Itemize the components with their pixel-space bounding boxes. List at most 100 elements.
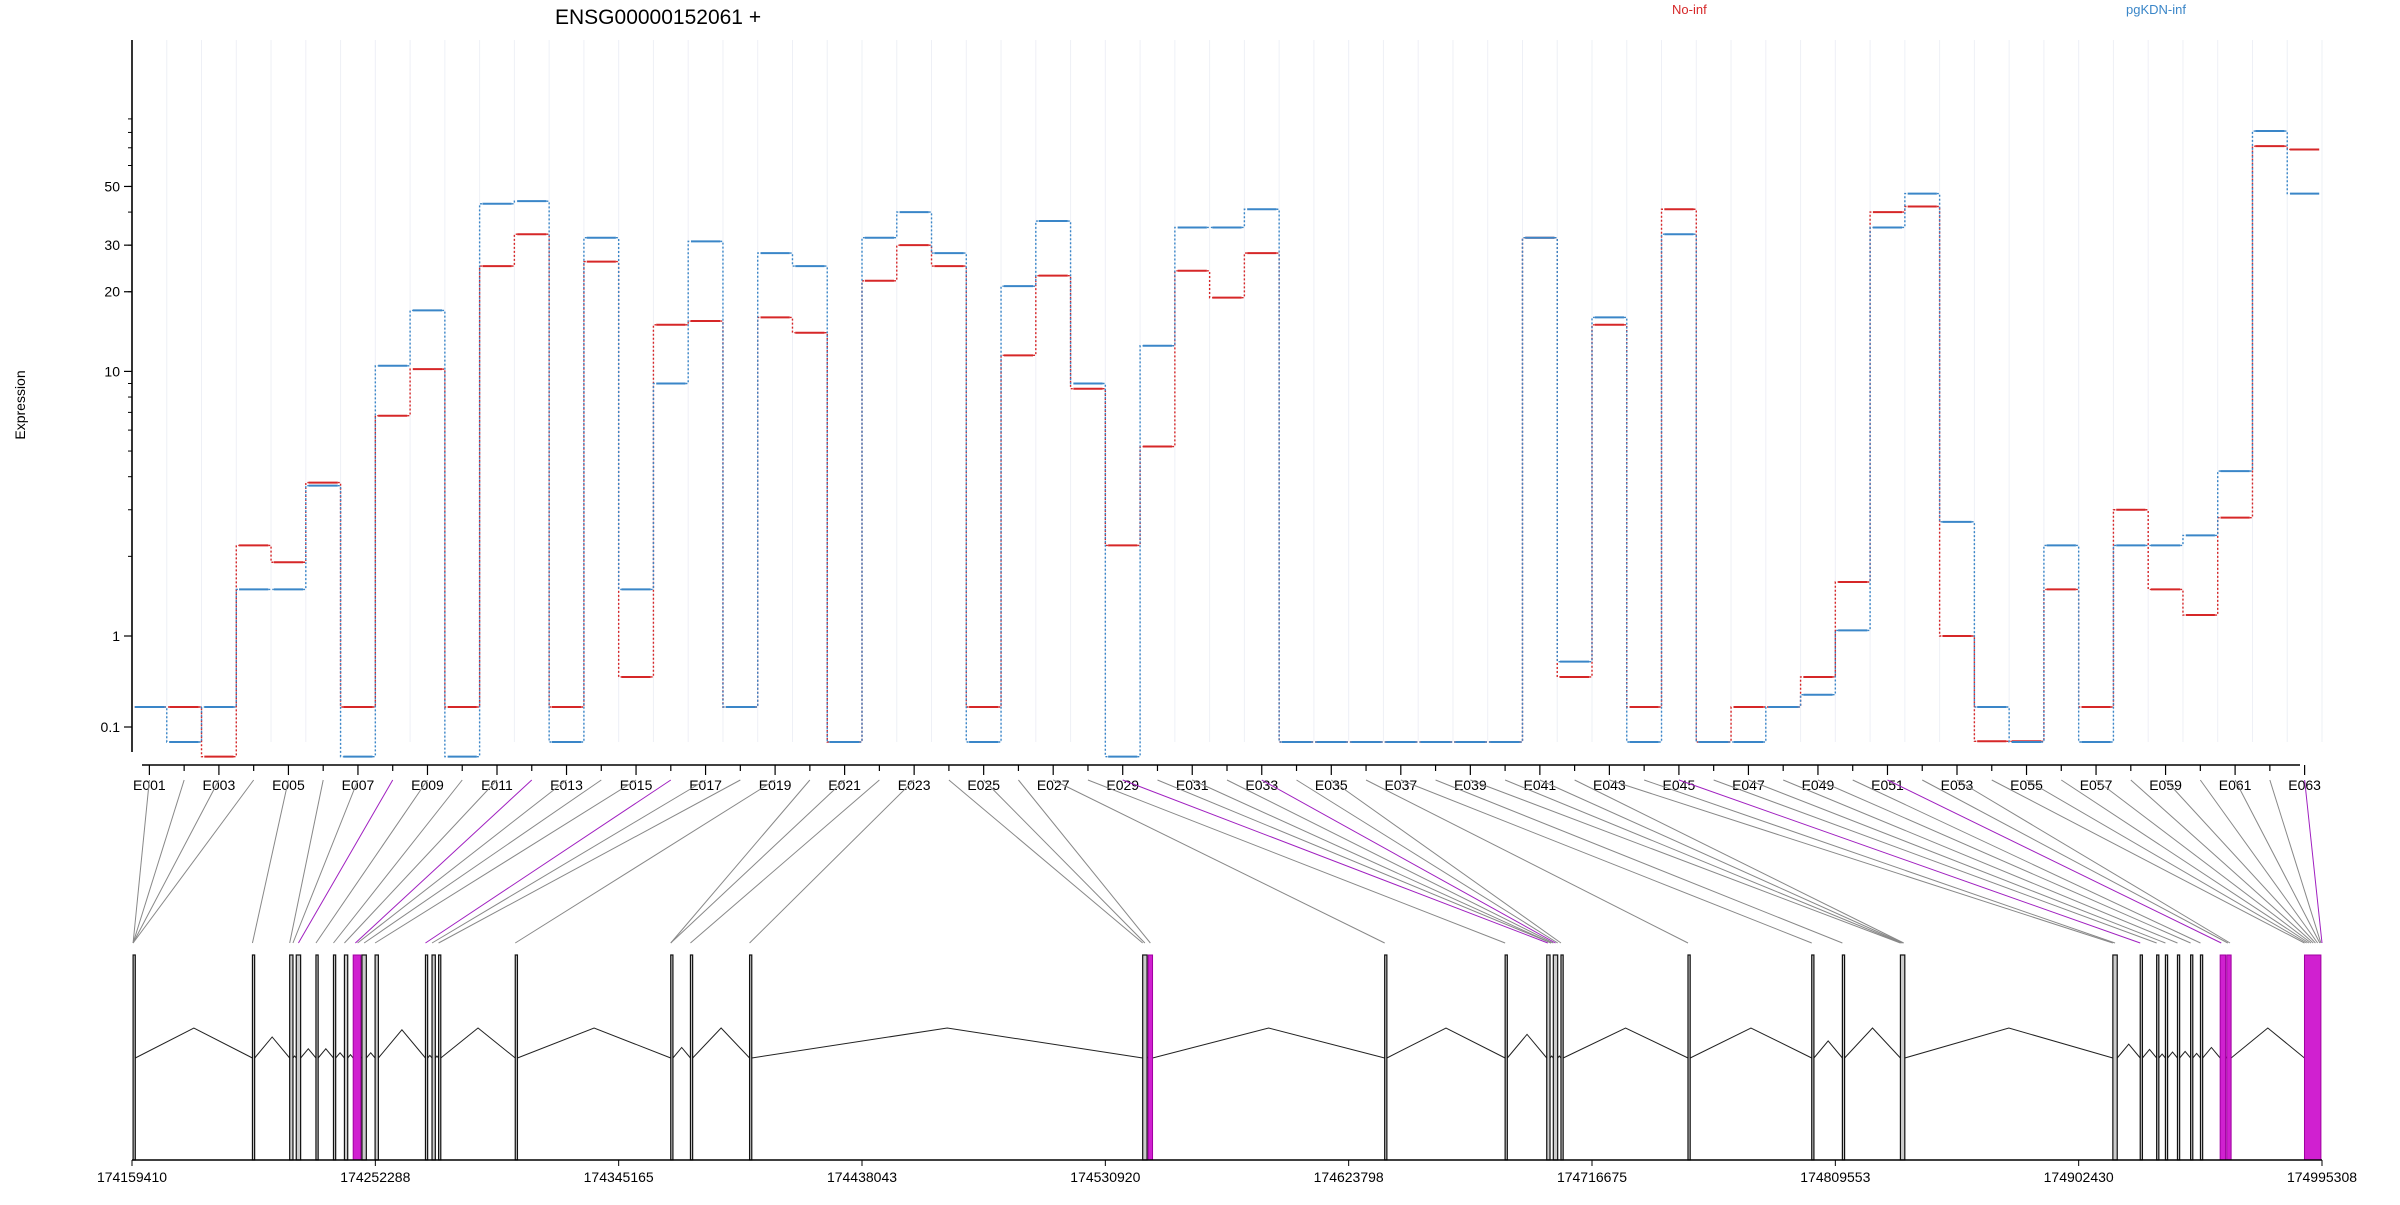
series-connector (615, 260, 622, 678)
x-tick-label: E021 (828, 777, 861, 793)
intron-line (517, 1027, 671, 1059)
x-tick-label: E053 (1941, 777, 1974, 793)
y-tick-label: 30 (104, 237, 120, 253)
x-tick-label: E061 (2219, 777, 2252, 793)
series-connector (1172, 270, 1178, 448)
series-connector (2214, 470, 2221, 537)
x-tick-label: E035 (1315, 777, 1348, 793)
series-connector (581, 237, 587, 743)
exon-link-line (363, 779, 602, 944)
exon-block (251, 954, 256, 1161)
exon-link-line (948, 779, 1144, 944)
exon-link-line (1261, 779, 1556, 944)
intron-line (317, 1048, 334, 1059)
series-connector (2006, 706, 2012, 743)
x-tick-label: E059 (2149, 777, 2182, 793)
intron-line (1386, 1027, 1506, 1059)
exon-block (2156, 954, 2160, 1161)
series-connector (1936, 192, 1943, 523)
genomic-tick-label: 174159410 (97, 1169, 167, 1185)
series-connector (442, 309, 448, 758)
exon-link-line (670, 779, 811, 944)
series-connector (407, 368, 413, 417)
series-connector (1589, 324, 1595, 678)
gene-model (132, 954, 2322, 1161)
intron-line (2192, 1052, 2201, 1059)
series-connector (2284, 145, 2291, 151)
intron-line (2202, 1046, 2221, 1059)
exon-link-lines (132, 779, 2323, 944)
series-connector (1137, 345, 1143, 758)
y-tick-label: 10 (104, 363, 120, 379)
genomic-tick-label: 174809553 (1800, 1169, 1870, 1185)
intron-line (135, 1027, 253, 1059)
exon-link-line (2269, 779, 2322, 944)
intron-line (672, 1046, 691, 1059)
exon-link-line (431, 779, 706, 944)
series-connector (1971, 635, 1978, 742)
series-connector (754, 252, 761, 708)
series-No-inf (134, 145, 2320, 758)
x-tick-label: E023 (898, 777, 931, 793)
exon-block (1384, 954, 1388, 1161)
exon-block (1811, 954, 1815, 1161)
series-connector (789, 316, 796, 334)
series-connector (1797, 694, 1804, 708)
series-connector (1102, 382, 1109, 758)
exon-link-line (2234, 779, 2321, 944)
legend-pgkdn-inf: pgKDN-inf (2126, 2, 2186, 17)
series-connector (824, 265, 831, 743)
exon-block (431, 954, 436, 1161)
exon-block (374, 954, 379, 1161)
exon-block (2139, 954, 2144, 1161)
series-connector (789, 252, 796, 267)
series-connector (928, 244, 935, 267)
series-connector (2180, 534, 2186, 547)
intron-line (365, 1051, 376, 1059)
exon-block (2199, 954, 2204, 1161)
exon-link-line (1087, 779, 1506, 944)
exon-link-line (1748, 779, 2166, 944)
x-axis: E001 E003 E005 E007 E009 E011 E013 E015 E017 E019… (133, 764, 2321, 793)
exon-link-line (983, 779, 1146, 944)
exon-block (343, 954, 349, 1161)
exon-link-line (2095, 779, 2312, 944)
intron-line (300, 1048, 317, 1059)
intron-line (2230, 1027, 2305, 1059)
exon-link-line (1817, 779, 2191, 944)
series-connector (1589, 316, 1595, 663)
exon-link-line (1018, 779, 1151, 944)
intron-line (254, 1036, 291, 1059)
series-connector (1206, 270, 1213, 299)
series-connector (2249, 130, 2256, 472)
exon-block (2112, 954, 2118, 1161)
series-connector (372, 415, 379, 708)
series-pgKDN-inf (134, 130, 2320, 758)
series-connector (407, 309, 413, 367)
x-tick-label: E055 (2010, 777, 2043, 793)
exon-link-line (333, 779, 463, 944)
series-connector (650, 324, 657, 678)
exon-link-line (1330, 779, 1562, 944)
x-tick-label: E049 (1802, 777, 1835, 793)
series-connector (1241, 208, 1248, 229)
series-connector (337, 481, 344, 708)
x-tick-label: E005 (272, 777, 305, 793)
exon-block (670, 954, 674, 1161)
series-connector (1658, 208, 1665, 708)
series-connector (1241, 252, 1248, 299)
x-tick-label: E037 (1384, 777, 1417, 793)
series-connector (337, 484, 344, 758)
x-tick-label: E011 (481, 777, 513, 793)
exon-block (1546, 954, 1551, 1161)
exon-link-line (1226, 779, 1554, 944)
exon-block-highlighted (2303, 954, 2322, 1161)
series-connector (1137, 445, 1143, 547)
exon-link-line (1470, 779, 1901, 944)
exon-link-line (289, 779, 324, 944)
intron-line (427, 1054, 433, 1059)
series-connector (1554, 237, 1561, 663)
x-tick-label: E009 (411, 777, 444, 793)
series-connector (268, 544, 274, 563)
genomic-tick-label: 174995308 (2287, 1169, 2357, 1185)
